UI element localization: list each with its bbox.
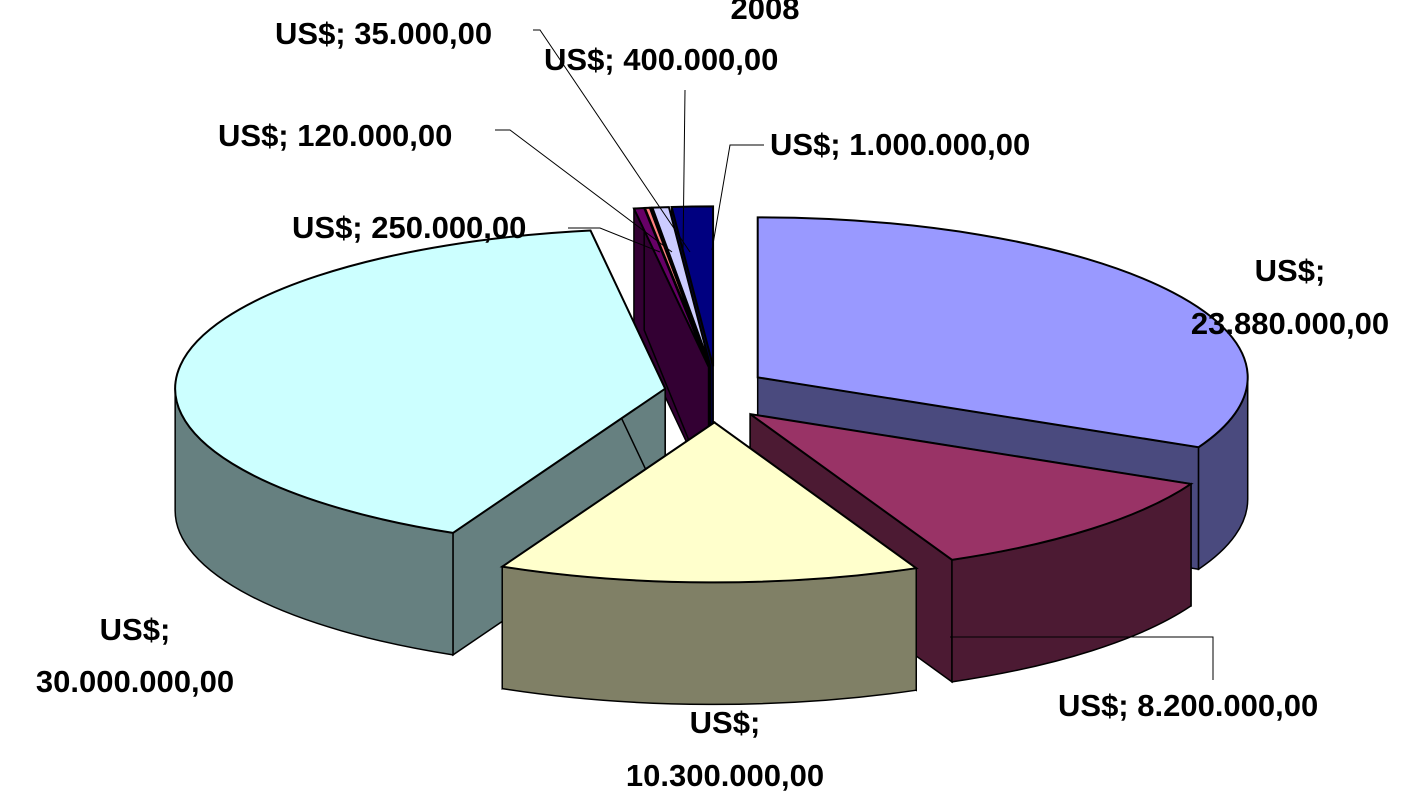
leader-8200k (950, 636, 1214, 680)
slice-label-23880k-line2: 23.880.000,00 (1190, 306, 1390, 341)
leader-400k (682, 89, 686, 253)
slice-label-250k: US$; 250.000,00 (292, 210, 527, 245)
slice-0-top (756, 216, 1249, 449)
slice-label-120k: US$; 120.000,00 (218, 118, 453, 153)
slice-2-top (499, 421, 919, 584)
slice-2-rim-0 (501, 565, 917, 706)
leader-250k (568, 227, 661, 253)
slice-label-30000k-line2: 30.000.000,00 (35, 664, 235, 699)
chart-title: 2008 (730, 0, 800, 26)
slice-3-top (174, 229, 667, 534)
slice-7-top (650, 206, 712, 367)
slice-1-top (749, 413, 1194, 561)
leader-35k (533, 29, 691, 253)
slice-label-8200k: US$; 8.200.000,00 (1058, 688, 1319, 723)
pie-top-layer (174, 205, 1249, 584)
leader-1m (711, 144, 764, 251)
slice-label-30000k-line1: US$; (99, 612, 171, 647)
slice-label-400k: US$; 400.000,00 (544, 42, 779, 77)
slice-label-35k: US$; 35.000,00 (275, 16, 493, 51)
slice-label-10300k-line1: US$; (689, 705, 761, 740)
slice-8-top (670, 205, 715, 367)
slice-label-1m: US$; 1.000.000,00 (770, 127, 1031, 162)
slice-label-10300k-line2: 10.300.000,00 (625, 758, 825, 793)
slice-label-23880k-line1: US$; (1254, 253, 1326, 288)
leader-120k (495, 129, 673, 253)
